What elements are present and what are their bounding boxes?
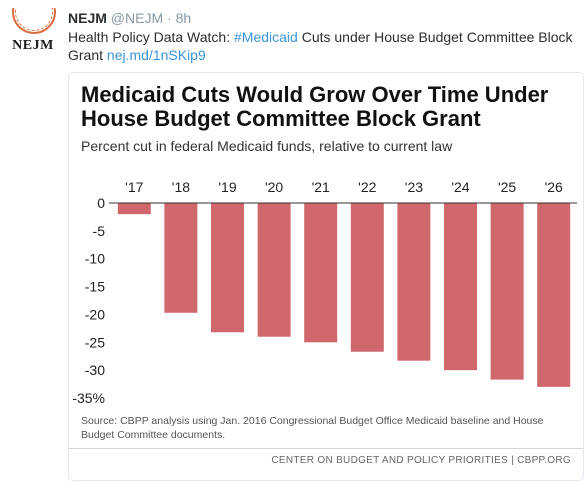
category-label: '24 <box>451 179 469 195</box>
author-name[interactable]: NEJM <box>68 10 107 26</box>
y-tick-label: -10 <box>85 251 105 267</box>
y-tick-label: -25 <box>85 334 105 350</box>
tweet-header: NEJM @NEJM · 8h <box>68 9 191 27</box>
bar <box>164 203 198 313</box>
cbpp-credit: CENTER ON BUDGET AND POLICY PRIORITIES |… <box>271 455 571 466</box>
chart-card[interactable]: Medicaid Cuts Would Grow Over Time Under… <box>68 72 584 481</box>
bar <box>211 203 244 333</box>
bar <box>350 203 384 352</box>
y-tick-label: -35% <box>72 390 105 406</box>
separator: · <box>167 10 172 26</box>
hashtag-link[interactable]: #Medicaid <box>234 29 298 45</box>
bar <box>444 203 477 371</box>
divider <box>69 448 583 449</box>
chart-subtitle: Percent cut in federal Medicaid funds, r… <box>81 138 453 154</box>
tweet-text-body: Cuts under House Budget Committee Block … <box>68 29 573 63</box>
timestamp[interactable]: 8h <box>175 10 192 26</box>
category-label: '22 <box>358 179 376 195</box>
category-label: '25 <box>498 179 516 195</box>
y-tick-label: -15 <box>85 279 105 295</box>
bar <box>397 203 431 361</box>
category-label: '18 <box>172 179 190 195</box>
category-label: '26 <box>545 179 563 195</box>
avatar[interactable]: NEJM <box>8 8 58 58</box>
bar-chart: 0 -5 -10 -15 -20 -25 -30 -35% '17 '18 '19 '20 '21 '22… <box>72 179 577 406</box>
category-label: '17 <box>125 179 143 195</box>
y-tick-label: 0 <box>97 195 105 211</box>
tweet-text-intro: Health Policy Data Watch: <box>68 29 234 45</box>
category-label: '21 <box>312 179 330 195</box>
tweet-text: Health Policy Data Watch: #Medicaid Cuts… <box>68 28 573 64</box>
y-tick-label: -20 <box>85 306 105 322</box>
category-label: '20 <box>265 179 283 195</box>
url-link[interactable]: nej.md/1nSKip9 <box>106 47 206 63</box>
bar <box>257 203 291 337</box>
bar <box>304 203 338 343</box>
author-handle[interactable]: @NEJM <box>110 10 164 26</box>
y-tick-label: -30 <box>85 362 105 378</box>
category-label: '23 <box>405 179 423 195</box>
category-label: '19 <box>218 179 236 195</box>
bar <box>537 203 571 387</box>
bar <box>490 203 524 380</box>
bar <box>117 203 151 215</box>
y-tick-label: -5 <box>93 223 106 239</box>
avatar-label: NEJM <box>12 38 54 53</box>
source-note: Source: CBPP analysis using Jan. 2016 Co… <box>81 415 544 441</box>
chart-title: Medicaid Cuts Would Grow Over Time Under… <box>81 82 549 131</box>
